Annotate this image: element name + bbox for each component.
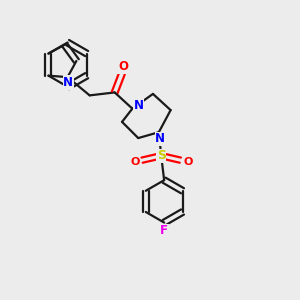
Text: O: O — [130, 157, 140, 166]
Text: N: N — [134, 99, 144, 112]
Text: O: O — [183, 157, 192, 166]
Text: N: N — [63, 76, 73, 89]
Text: F: F — [160, 224, 168, 237]
Text: S: S — [157, 149, 166, 162]
Text: N: N — [155, 132, 165, 145]
Text: O: O — [118, 60, 128, 73]
